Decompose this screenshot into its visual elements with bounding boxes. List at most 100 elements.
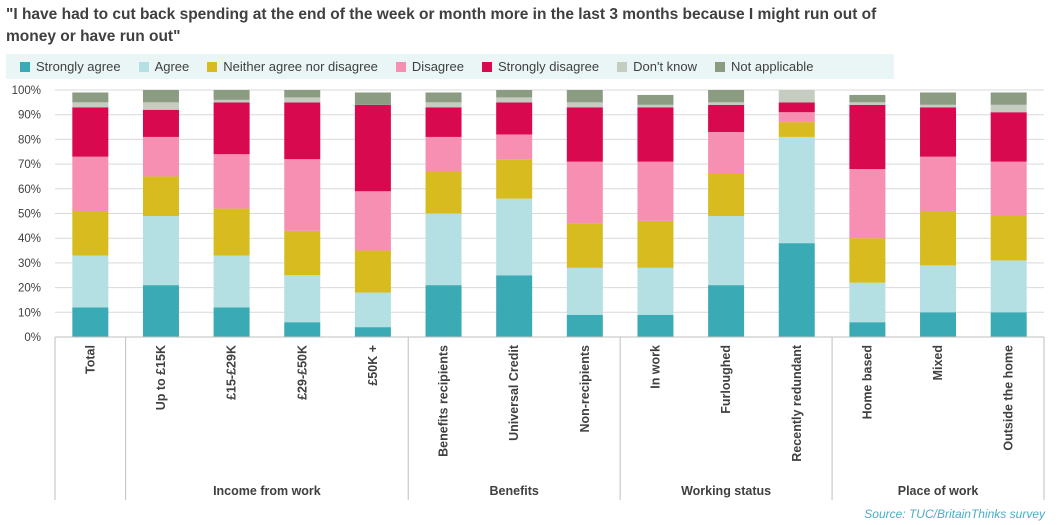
y-tick-label: 0% <box>24 332 41 344</box>
y-tick-label: 30% <box>18 258 41 270</box>
bar-don-t-know-in-work <box>637 104 674 108</box>
bar-disagree-mixed <box>920 156 957 212</box>
group-label-place-of-work: Place of work <box>898 484 979 498</box>
bar-disagree-home-based <box>849 169 886 239</box>
bar-not-applicable-benefits-recipients <box>425 92 462 103</box>
x-tick-label-50k: £50K + <box>366 345 380 386</box>
legend-swatch <box>617 61 628 72</box>
chart-title: "I have had to cut back spending at the … <box>6 6 877 45</box>
y-tick-label: 20% <box>18 283 41 295</box>
bar-strongly-agree-home-based <box>849 322 886 337</box>
x-tick-label-29-50k: £29-£50K <box>295 345 309 400</box>
bar-disagree-29-50k <box>284 159 321 231</box>
bar-neither-agree-nor-disagree-non-recipients <box>566 223 603 268</box>
bar-disagree-universal-credit <box>496 134 533 160</box>
bar-don-t-know-mixed <box>920 104 957 108</box>
bar-not-applicable-29-50k <box>284 90 321 98</box>
bar-don-t-know-total <box>72 102 109 108</box>
bar-don-t-know-non-recipients <box>566 102 603 108</box>
bar-agree-total <box>72 255 109 308</box>
chart-legend: Strongly agree Agree Neither agree nor dis… <box>6 54 894 79</box>
bar-not-applicable-up-to-15k <box>142 90 179 103</box>
bar-agree-benefits-recipients <box>425 213 462 286</box>
x-tick-label-total: Total <box>83 345 97 374</box>
x-tick-label-furloughed: Furloughed <box>719 345 733 414</box>
bar-don-t-know-home-based <box>849 102 886 105</box>
bar-strongly-disagree-total <box>72 107 109 157</box>
x-tick-label-up-to-15k: Up to £15K <box>154 345 168 410</box>
bar-don-t-know-benefits-recipients <box>425 102 462 108</box>
y-tick-label: 80% <box>18 134 41 146</box>
bar-neither-agree-nor-disagree-29-50k <box>284 230 321 276</box>
legend-item-strongly-disagree: Strongly disagree <box>481 59 600 74</box>
bar-strongly-disagree-outside-the-home <box>990 112 1027 162</box>
legend-item-disagree: Disagree <box>395 59 464 74</box>
legend-label: Agree <box>154 59 190 74</box>
bar-strongly-disagree-benefits-recipients <box>425 107 462 137</box>
legend-item-don-t-know: Don't know <box>617 59 697 74</box>
legend-swatch <box>20 61 30 72</box>
bar-agree-universal-credit <box>496 198 533 276</box>
bar-disagree-50k <box>354 191 391 251</box>
bar-strongly-agree-benefits-recipients <box>425 285 462 337</box>
bar-agree-non-recipients <box>566 267 603 315</box>
group-label-benefits: Benefits <box>490 484 539 498</box>
bar-not-applicable-furloughed <box>708 90 745 103</box>
bar-strongly-disagree-in-work <box>637 107 674 162</box>
y-tick-label: 60% <box>18 184 41 196</box>
bar-agree-furloughed <box>708 215 745 286</box>
bar-agree-recently-redundant <box>778 136 815 244</box>
group-label-income-from-work: Income from work <box>213 484 321 498</box>
y-tick-label: 70% <box>18 159 41 171</box>
legend-item-strongly-agree: Strongly agree <box>20 59 121 74</box>
group-label-working-status: Working status <box>681 484 771 498</box>
legend-label: Strongly agree <box>36 59 121 74</box>
legend-item-agree: Agree <box>138 59 190 74</box>
bar-agree-up-to-15k <box>142 215 179 286</box>
bar-don-t-know-universal-credit <box>496 97 533 103</box>
legend-swatch <box>715 61 726 72</box>
bar-strongly-agree-up-to-15k <box>142 285 179 337</box>
bar-neither-agree-nor-disagree-total <box>72 211 109 256</box>
bar-neither-agree-nor-disagree-outside-the-home <box>990 215 1027 261</box>
bar-neither-agree-nor-disagree-50k <box>354 250 391 293</box>
bar-disagree-outside-the-home <box>990 161 1027 216</box>
bar-neither-agree-nor-disagree-furloughed <box>708 173 745 216</box>
y-tick-label: 50% <box>18 209 41 221</box>
bar-disagree-total <box>72 156 109 212</box>
x-tick-label-in-work: In work <box>648 345 662 389</box>
x-tick-label-home-based: Home based <box>860 345 874 419</box>
legend-swatch <box>481 61 492 72</box>
bar-agree-15-29k <box>213 255 250 308</box>
bar-not-applicable-mixed <box>920 92 957 105</box>
bar-don-t-know-29-50k <box>284 97 321 103</box>
bar-neither-agree-nor-disagree-up-to-15k <box>142 176 179 216</box>
bar-strongly-agree-universal-credit <box>496 275 533 337</box>
bar-strongly-disagree-mixed <box>920 107 957 157</box>
bar-disagree-15-29k <box>213 154 250 209</box>
legend-swatch <box>138 61 149 72</box>
legend-swatch <box>207 61 218 72</box>
bar-don-t-know-outside-the-home <box>990 104 1027 113</box>
bar-disagree-recently-redundant <box>778 112 815 123</box>
source-note: Source: TUC/BritainThinks survey <box>864 507 1045 521</box>
bar-strongly-disagree-29-50k <box>284 102 321 160</box>
bar-not-applicable-total <box>72 92 109 103</box>
bar-not-applicable-15-29k <box>213 90 250 100</box>
bar-strongly-agree-total <box>72 307 109 337</box>
x-tick-label-benefits-recipients: Benefits recipients <box>437 345 451 457</box>
bar-strongly-agree-mixed <box>920 312 957 337</box>
bar-neither-agree-nor-disagree-universal-credit <box>496 159 533 199</box>
bar-don-t-know-furloughed <box>708 102 745 105</box>
bar-neither-agree-nor-disagree-15-29k <box>213 208 250 256</box>
bar-strongly-agree-recently-redundant <box>778 243 815 337</box>
legend-label: Strongly disagree <box>497 59 600 74</box>
bar-strongly-agree-outside-the-home <box>990 312 1027 337</box>
bar-don-t-know-recently-redundant <box>778 90 815 103</box>
y-tick-label: 90% <box>18 110 41 122</box>
bar-neither-agree-nor-disagree-home-based <box>849 238 886 283</box>
bar-neither-agree-nor-disagree-in-work <box>637 220 674 268</box>
x-tick-label-outside-the-home: Outside the home <box>1002 345 1016 451</box>
x-tick-label-universal-credit: Universal Credit <box>507 344 521 441</box>
bar-disagree-up-to-15k <box>142 136 179 177</box>
